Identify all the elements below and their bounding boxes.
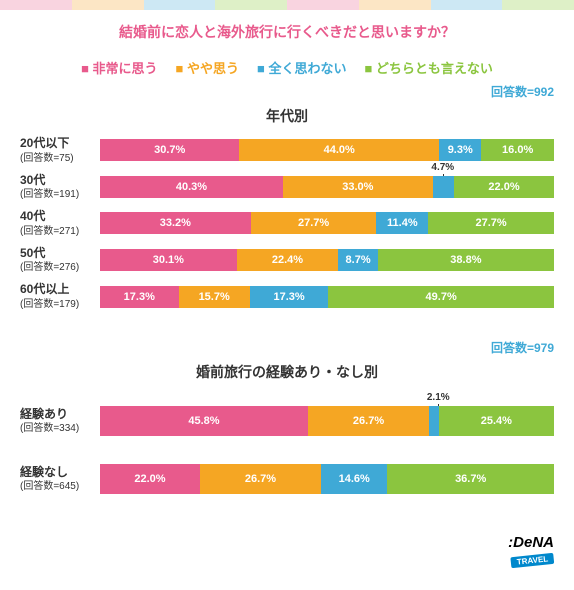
legend-item: ■ やや思う bbox=[176, 58, 239, 77]
legend-item: ■ 全く思わない bbox=[257, 58, 346, 77]
bar-segment: 30.1% bbox=[100, 249, 237, 271]
bar-segment: 17.3% bbox=[250, 286, 329, 308]
bar-segment bbox=[429, 406, 439, 436]
legend-label: ■ どちらとも言えない bbox=[364, 58, 492, 77]
bar-segment: 27.7% bbox=[251, 212, 377, 234]
chart-container: 結婚前に恋人と海外旅行に行くべきだと思いますか？ ■ 非常に思う■ やや思う■ … bbox=[0, 0, 574, 578]
callout-label: 2.1% bbox=[427, 392, 450, 403]
legend: ■ 非常に思う ■ やや思う ■ 全く思わない ■ どちらとも言えない bbox=[0, 52, 574, 81]
legend-label: ■ 非常に思う bbox=[81, 58, 157, 77]
bar-segment: 26.7% bbox=[200, 464, 321, 494]
bar-segment: 9.3% bbox=[439, 139, 481, 161]
bar-segment: 38.8% bbox=[378, 249, 554, 271]
bar-segment: 15.7% bbox=[179, 286, 250, 308]
section-title: 年代別 bbox=[0, 102, 574, 136]
bar-segment: 11.4% bbox=[376, 212, 428, 234]
row-label: 20代以下(回答数=75) bbox=[20, 136, 100, 165]
bar-segment: 33.2% bbox=[100, 212, 251, 234]
row-label: 経験あり(回答数=334) bbox=[20, 407, 100, 436]
bar-segment: 16.0% bbox=[481, 139, 554, 161]
row-label: 30代(回答数=191) bbox=[20, 173, 100, 202]
bar-segment: 22.0% bbox=[454, 176, 554, 198]
decor-top bbox=[0, 0, 574, 10]
bar-segment bbox=[433, 176, 454, 198]
chart-row: 50代(回答数=276)30.1%22.4%8.7%38.8% bbox=[20, 246, 554, 275]
chart-area: 20代以下(回答数=75)30.7%44.0%9.3%16.0%30代(回答数=… bbox=[0, 136, 574, 311]
stacked-bar: 30.7%44.0%9.3%16.0% bbox=[100, 139, 554, 161]
bar-segment: 45.8% bbox=[100, 406, 308, 436]
stacked-bar: 2.1%45.8%26.7%25.4% bbox=[100, 406, 554, 436]
bar-segment: 30.7% bbox=[100, 139, 239, 161]
bar-segment: 40.3% bbox=[100, 176, 283, 198]
row-label: 50代(回答数=276) bbox=[20, 246, 100, 275]
bar-segment: 49.7% bbox=[328, 286, 554, 308]
bar-segment: 26.7% bbox=[308, 406, 429, 436]
stacked-bar: 22.0%26.7%14.6%36.7% bbox=[100, 464, 554, 494]
title-text: 結婚前に恋人と海外旅行に行くべきだと思いますか？ bbox=[119, 24, 455, 40]
bar-segment: 22.0% bbox=[100, 464, 200, 494]
bar-segment: 14.6% bbox=[321, 464, 387, 494]
legend-label: ■ 全く思わない bbox=[257, 58, 346, 77]
logo: :DeNA bbox=[508, 534, 554, 551]
chart-row: 40代(回答数=271)33.2%27.7%11.4%27.7% bbox=[20, 209, 554, 238]
bar-segment: 25.4% bbox=[439, 406, 554, 436]
bar-segment: 27.7% bbox=[428, 212, 554, 234]
bar-segment: 17.3% bbox=[100, 286, 179, 308]
footer: :DeNA TRAVEL bbox=[0, 522, 574, 578]
bar-segment: 33.0% bbox=[283, 176, 433, 198]
row-label: 40代(回答数=271) bbox=[20, 209, 100, 238]
stacked-bar: 17.3%15.7%17.3%49.7% bbox=[100, 286, 554, 308]
section-title: 婚前旅行の経験あり・なし別 bbox=[0, 358, 574, 392]
bar-segment: 8.7% bbox=[338, 249, 377, 271]
bar-segment: 22.4% bbox=[237, 249, 339, 271]
chart-area: 経験あり(回答数=334)2.1%45.8%26.7%25.4%経験なし(回答数… bbox=[0, 406, 574, 494]
legend-item: ■ 非常に思う bbox=[81, 58, 157, 77]
chart-row: 経験あり(回答数=334)2.1%45.8%26.7%25.4% bbox=[20, 406, 554, 436]
chart-row: 経験なし(回答数=645)22.0%26.7%14.6%36.7% bbox=[20, 464, 554, 494]
chart-row: 60代以上(回答数=179)17.3%15.7%17.3%49.7% bbox=[20, 282, 554, 311]
legend-item: ■ どちらとも言えない bbox=[364, 58, 492, 77]
row-label: 経験なし(回答数=645) bbox=[20, 465, 100, 494]
chart-row: 20代以下(回答数=75)30.7%44.0%9.3%16.0% bbox=[20, 136, 554, 165]
logo-sub: TRAVEL bbox=[510, 553, 554, 568]
stacked-bar: 4.7%40.3%33.0%22.0% bbox=[100, 176, 554, 198]
chart-row: 30代(回答数=191)4.7%40.3%33.0%22.0% bbox=[20, 173, 554, 202]
response-count: 回答数=979 bbox=[0, 337, 574, 358]
legend-label: ■ やや思う bbox=[176, 58, 239, 77]
row-label: 60代以上(回答数=179) bbox=[20, 282, 100, 311]
bar-segment: 36.7% bbox=[387, 464, 554, 494]
callout-label: 4.7% bbox=[431, 162, 454, 173]
response-count: 回答数=992 bbox=[0, 81, 574, 102]
chart-title: 結婚前に恋人と海外旅行に行くべきだと思いますか？ bbox=[0, 10, 574, 52]
stacked-bar: 30.1%22.4%8.7%38.8% bbox=[100, 249, 554, 271]
stacked-bar: 33.2%27.7%11.4%27.7% bbox=[100, 212, 554, 234]
bar-segment: 44.0% bbox=[239, 139, 439, 161]
